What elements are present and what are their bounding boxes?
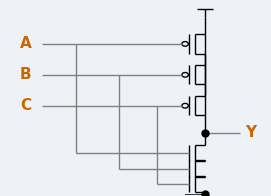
Text: B: B [20,67,31,82]
Text: Y: Y [245,125,256,140]
Text: A: A [20,36,31,51]
Text: C: C [20,98,31,113]
